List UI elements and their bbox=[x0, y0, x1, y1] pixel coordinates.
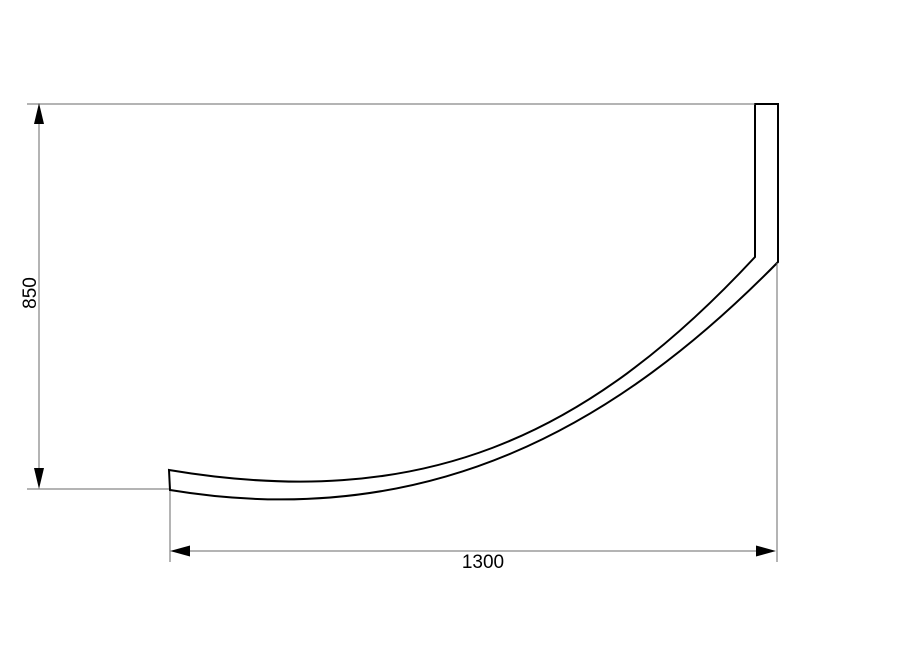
height-dimension-label: 850 bbox=[20, 277, 41, 309]
width-dimension-label: 1300 bbox=[462, 552, 504, 573]
arrowhead-up-icon bbox=[34, 103, 44, 124]
arrowhead-right-icon bbox=[756, 545, 776, 557]
arrowhead-left-icon bbox=[170, 545, 190, 557]
panel-profile-outline bbox=[167, 103, 779, 501]
arrowhead-down-icon bbox=[34, 468, 44, 489]
